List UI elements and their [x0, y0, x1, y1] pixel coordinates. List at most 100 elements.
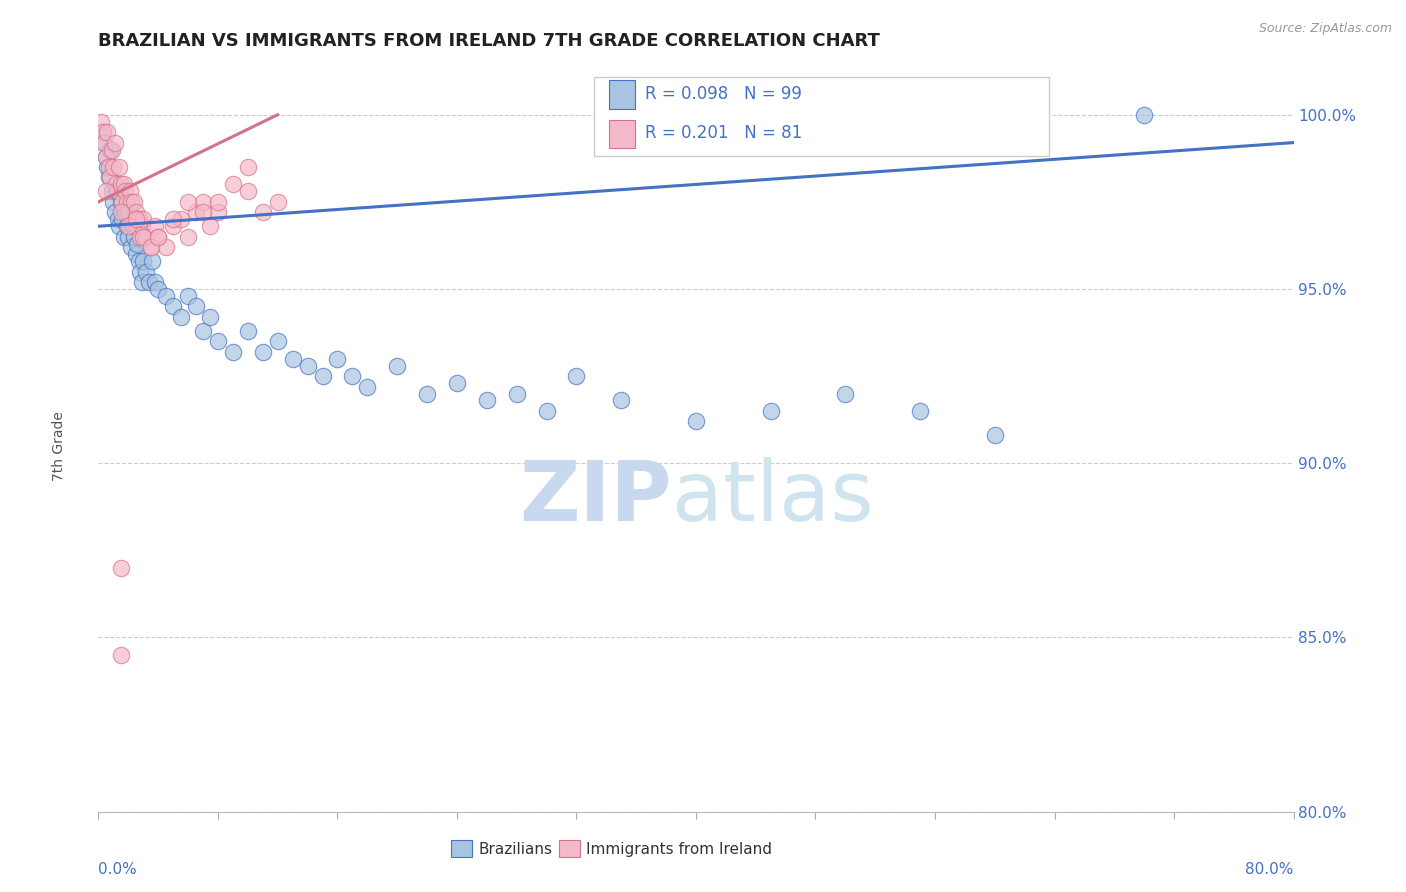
Point: [117, 219, 139, 234]
Point: [125, 247, 148, 261]
Point: [125, 212, 148, 227]
Point: [506, 386, 529, 401]
Point: [984, 428, 1007, 442]
Text: Brazilians: Brazilians: [478, 842, 553, 856]
Bar: [609, 80, 636, 109]
Point: [326, 351, 349, 366]
Text: Immigrants from Ireland: Immigrants from Ireland: [586, 842, 772, 856]
Point: [121, 219, 143, 234]
Point: [110, 561, 132, 575]
Point: [908, 404, 931, 418]
Point: [127, 236, 149, 251]
Point: [200, 310, 222, 324]
Point: [162, 212, 184, 227]
Point: [127, 219, 149, 234]
Point: [191, 194, 214, 209]
Point: [105, 185, 128, 199]
Point: [124, 194, 146, 209]
Point: [475, 393, 498, 408]
Point: [565, 369, 588, 384]
Point: [97, 160, 120, 174]
Text: 80.0%: 80.0%: [1246, 863, 1294, 878]
Point: [98, 143, 122, 157]
Point: [148, 229, 170, 244]
Point: [112, 229, 135, 244]
Point: [834, 386, 856, 401]
Point: [104, 136, 127, 150]
Point: [446, 376, 468, 390]
Point: [236, 324, 259, 338]
Point: [110, 205, 132, 219]
Point: [169, 212, 191, 227]
Point: [177, 289, 200, 303]
Point: [342, 369, 364, 384]
Text: 7th Grade: 7th Grade: [52, 411, 66, 481]
Point: [139, 240, 162, 254]
Point: [132, 229, 155, 244]
Point: [128, 254, 150, 268]
Point: [128, 212, 150, 227]
Point: [107, 212, 129, 227]
Point: [129, 229, 152, 244]
Point: [107, 185, 129, 199]
Point: [91, 125, 114, 139]
Point: [93, 136, 115, 150]
Point: [108, 219, 131, 234]
Point: [93, 136, 115, 150]
Point: [177, 229, 200, 244]
Point: [297, 359, 319, 373]
Point: [94, 149, 117, 163]
Point: [108, 160, 131, 174]
Point: [155, 289, 177, 303]
Point: [191, 324, 214, 338]
Text: Source: ZipAtlas.com: Source: ZipAtlas.com: [1258, 22, 1392, 36]
Point: [311, 369, 333, 384]
Point: [207, 334, 229, 349]
Point: [118, 205, 141, 219]
Point: [385, 359, 409, 373]
Point: [94, 149, 117, 163]
Text: R = 0.201   N = 81: R = 0.201 N = 81: [644, 124, 801, 143]
Point: [148, 282, 170, 296]
Point: [236, 185, 259, 199]
Point: [91, 125, 114, 139]
Point: [98, 170, 122, 185]
Point: [267, 194, 290, 209]
Point: [252, 344, 274, 359]
Point: [200, 219, 222, 234]
Point: [121, 212, 143, 227]
Point: [125, 205, 148, 219]
Point: [184, 205, 207, 219]
Point: [132, 254, 155, 268]
Point: [138, 275, 160, 289]
Point: [111, 212, 134, 227]
Point: [101, 143, 124, 157]
Point: [103, 160, 125, 174]
Point: [148, 229, 170, 244]
Point: [267, 334, 290, 349]
Point: [115, 219, 138, 234]
Point: [117, 229, 139, 244]
Point: [536, 404, 558, 418]
Point: [90, 114, 112, 128]
Point: [1133, 108, 1156, 122]
Point: [103, 194, 125, 209]
Point: [207, 194, 229, 209]
Point: [143, 275, 166, 289]
Point: [96, 125, 118, 139]
Point: [222, 178, 245, 192]
Point: [114, 205, 136, 219]
Point: [207, 205, 229, 219]
Point: [110, 648, 132, 662]
Point: [131, 275, 153, 289]
Point: [105, 178, 128, 192]
Point: [169, 310, 191, 324]
Point: [191, 205, 214, 219]
Point: [104, 205, 127, 219]
Point: [120, 240, 142, 254]
Point: [356, 379, 378, 393]
Point: [110, 178, 132, 192]
Point: [135, 264, 157, 278]
Point: [97, 170, 120, 185]
Point: [129, 264, 152, 278]
